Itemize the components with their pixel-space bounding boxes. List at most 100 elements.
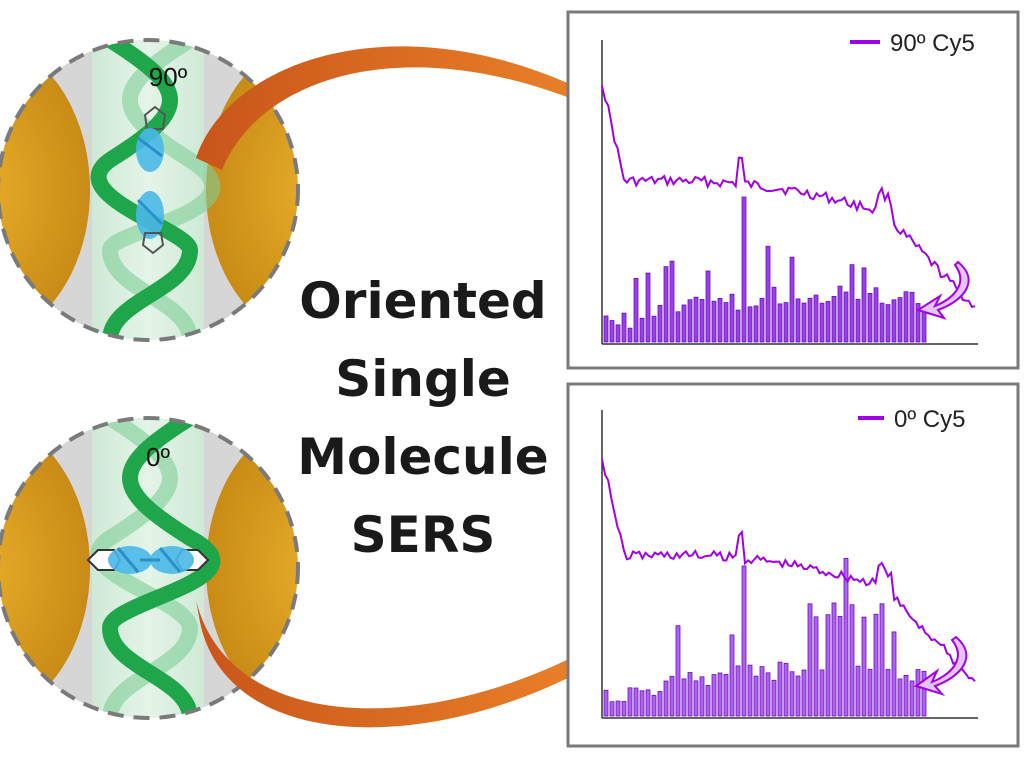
spectrum-bar	[651, 694, 657, 717]
spectrum-bar	[687, 299, 693, 343]
spectrum-bar	[831, 295, 837, 343]
spectrum-bars	[603, 196, 927, 343]
spectrum-bar	[681, 678, 687, 717]
spectrum-bar	[723, 674, 729, 717]
arrow-top	[196, 46, 668, 170]
spectrum-bar	[639, 317, 645, 343]
spectrum-bar	[795, 675, 801, 717]
spectrum-bar	[843, 558, 849, 717]
spectrum-bar	[615, 324, 621, 343]
spectrum-bar	[879, 302, 885, 343]
cy5-dye-vertical	[136, 105, 167, 255]
spectrum-bar	[609, 320, 615, 343]
spectrum-bar	[813, 616, 819, 717]
spectrum-bars	[603, 558, 927, 717]
spectrum-bar	[729, 293, 735, 343]
spectrum-bar	[849, 604, 855, 717]
spectrum-bar	[741, 565, 747, 717]
spectrum-bar	[891, 631, 897, 717]
spectrum-bar	[627, 327, 633, 343]
spectrum-bar	[903, 674, 909, 717]
spectrum-bar	[807, 603, 813, 717]
spectrum-bar	[855, 665, 861, 717]
spectrum-bar	[831, 602, 837, 717]
spectrum-bar	[777, 303, 783, 343]
spectrum-bar	[921, 670, 927, 717]
spectrum-bar	[843, 291, 849, 343]
spectrum-bar	[909, 291, 915, 343]
spectrum-panel-bottom: 0º Cy5	[566, 382, 1020, 748]
spectrum-trace	[601, 459, 976, 682]
spectrum-bar	[861, 616, 867, 717]
spectrum-bar	[879, 603, 885, 717]
spectrum-bar	[651, 315, 657, 343]
title-line-2: Single	[335, 350, 511, 408]
spectrum-bar	[867, 668, 873, 717]
spectrum-bar	[753, 305, 759, 343]
spectrum-bar	[627, 687, 633, 717]
spectrum-bar	[885, 304, 891, 343]
angle-label-0: 0º	[146, 442, 170, 472]
spectrum-bar	[909, 680, 915, 717]
spectrum-bar	[825, 301, 831, 343]
spectrum-bar	[603, 315, 609, 343]
spectrum-bar	[699, 676, 705, 717]
spectrum-bar	[633, 278, 639, 343]
title-line-3: Molecule	[297, 428, 549, 486]
spectrum-bar	[861, 267, 867, 343]
gold-nanoparticle-left	[0, 418, 90, 718]
legend-label-0: 0º Cy5	[894, 406, 965, 433]
spectrum-bar	[693, 296, 699, 343]
spectrum-bar	[825, 614, 831, 717]
figure-title: Oriented Single Molecule SERS	[282, 262, 564, 574]
spectrum-bar	[621, 701, 627, 717]
legend-label-90: 90º Cy5	[890, 30, 975, 57]
spectrum-bar	[657, 691, 663, 717]
spectrum-bar	[675, 625, 681, 717]
spectrum-bar	[765, 245, 771, 343]
cy5-dye-horizontal	[86, 546, 210, 574]
spectrum-bar	[873, 613, 879, 717]
spectrum-bar	[759, 297, 765, 343]
spectrum-bar	[771, 679, 777, 717]
junction-circle-0: 0º	[0, 416, 300, 720]
spectrum-bar	[789, 671, 795, 717]
gold-nanoparticle-left	[0, 40, 90, 340]
spectrum-bar	[663, 266, 669, 343]
spectrum-bar	[837, 285, 843, 343]
spectrum-bar	[741, 196, 747, 343]
spectrum-bar	[633, 687, 639, 717]
spectrum-bar	[645, 272, 651, 343]
spectrum-bar	[891, 299, 897, 343]
spectrum-bar	[747, 306, 753, 343]
spectrum-bar	[669, 675, 675, 717]
spectrum-bar	[729, 634, 735, 717]
spectrum-bar	[711, 300, 717, 343]
spectrum-bar	[915, 303, 921, 343]
spectrum-bar	[837, 616, 843, 717]
spectrum-bar	[897, 297, 903, 343]
spectrum-bar	[801, 302, 807, 343]
spectrum-bar	[639, 690, 645, 717]
spectrum-bar	[717, 297, 723, 343]
spectrum-bar	[765, 672, 771, 717]
spectrum-bar	[807, 297, 813, 343]
spectrum-bar	[681, 304, 687, 343]
spectrum-bar	[795, 298, 801, 343]
spectrum-bar	[753, 675, 759, 717]
spectrum-bar	[603, 689, 609, 717]
gold-nanoparticle-right	[206, 418, 298, 718]
title-line-1: Oriented	[299, 272, 547, 330]
spectrum-bar	[759, 666, 765, 717]
spectrum-bar	[711, 674, 717, 717]
dna-strand-back	[101, 40, 221, 340]
spectrum-bar	[819, 669, 825, 717]
dna-strand-front	[90, 40, 199, 340]
spectrum-bar	[717, 672, 723, 717]
pointer-arrow	[913, 635, 968, 696]
spectrum-bar	[735, 309, 741, 343]
spectrum-bar	[705, 685, 711, 717]
title-line-4: SERS	[350, 506, 496, 564]
spectrum-bar	[783, 662, 789, 717]
